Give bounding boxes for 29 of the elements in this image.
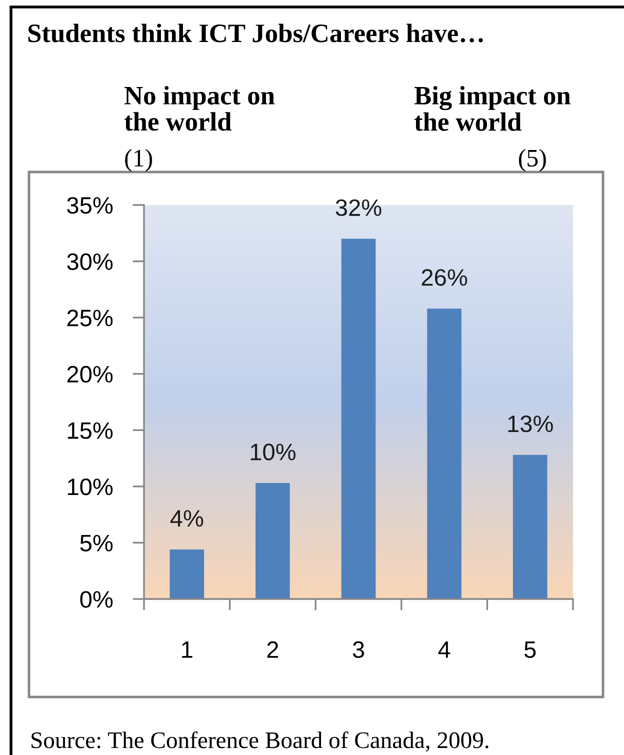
- text: (1): [125, 149, 152, 172]
- data-label: 4%: [170, 510, 204, 527]
- y-tick-label: 0%: [80, 591, 113, 608]
- bar: [427, 308, 462, 599]
- text: No impact on the world: [124, 86, 275, 131]
- y-tick-label: 30%: [67, 253, 113, 270]
- x-tick-label: 2: [267, 641, 278, 658]
- data-label: 26%: [422, 269, 468, 286]
- y-tick-label: 10%: [68, 478, 113, 496]
- data-label: 32%: [336, 199, 382, 216]
- bar: [512, 454, 548, 599]
- y-tick-label: 35%: [67, 197, 113, 214]
- y-tick-label: 20%: [67, 366, 113, 383]
- x-tick-label: 3: [352, 641, 364, 658]
- bar: [256, 483, 290, 599]
- text: (5): [518, 149, 546, 172]
- x-tick-label: 1: [182, 642, 192, 658]
- y-tick-label: 25%: [67, 310, 113, 326]
- chart-title: Students think ICT Jobs/Careers have…: [28, 24, 483, 42]
- x-tick-label: 4: [438, 642, 450, 658]
- data-label: 10%: [250, 444, 296, 460]
- source-note: Source: The Conference Board of Canada, 2009.: [32, 731, 488, 752]
- bar: [341, 238, 376, 599]
- x-tick-label: 5: [524, 642, 536, 658]
- y-tick-label: 15%: [68, 422, 113, 439]
- y-tick-label: 5%: [80, 534, 113, 552]
- bar: [170, 549, 204, 599]
- data-label: 13%: [508, 415, 553, 432]
- text: Big impact on the world: [414, 86, 570, 131]
